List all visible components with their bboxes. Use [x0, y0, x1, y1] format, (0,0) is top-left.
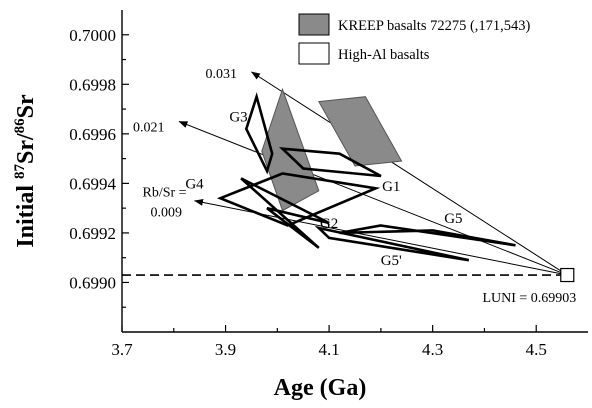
- x-tick-label: 3.7: [111, 340, 133, 359]
- evolution-line: [251, 71, 568, 276]
- y-tick-label: 0.6996: [69, 125, 116, 144]
- group-label: G5: [444, 211, 462, 227]
- x-tick-label: 3.9: [215, 340, 236, 359]
- group-label: G3: [229, 109, 247, 125]
- x-axis-title: Age (Ga): [274, 375, 367, 401]
- legend-label-kreep: KREEP basalts 72275 (,171,543): [338, 18, 531, 34]
- group-label: G1: [382, 179, 400, 195]
- group-outline: [216, 172, 381, 227]
- group-label: G2: [320, 216, 338, 232]
- legend-label-high-al: High-Al basalts: [338, 47, 430, 63]
- group-outline: [314, 225, 470, 262]
- evolution-label: 0.009: [150, 206, 182, 221]
- x-tick-label: 4.1: [318, 340, 339, 359]
- y-axis-title: Initial 87Sr/86Sr: [12, 94, 39, 248]
- y-tick-label: 0.6992: [69, 224, 116, 243]
- legend-swatch-kreep: [298, 13, 330, 36]
- y-tick-label: 0.6990: [69, 273, 116, 292]
- luni-label: LUNI = 0.69903: [482, 291, 576, 306]
- luni-point: [560, 267, 575, 283]
- x-tick-label: 4.3: [422, 340, 443, 359]
- kreep-field: [317, 96, 403, 167]
- y-tick-label: 0.6994: [69, 174, 116, 193]
- evolution-label: 0.021: [133, 120, 165, 135]
- evolution-line: [178, 120, 568, 276]
- group-outline: [244, 92, 274, 175]
- y-tick-label: 0.6998: [69, 75, 116, 94]
- group-label: G4: [185, 176, 204, 192]
- evolution-label: Rb/Sr =: [142, 186, 186, 201]
- y-tick-label: 0.7000: [69, 26, 116, 45]
- legend: KREEP basalts 72275 (,171,543) High-Al b…: [298, 13, 531, 65]
- group-label: G5': [381, 253, 402, 269]
- evolution-label: 0.031: [205, 67, 237, 82]
- group-outline: [339, 224, 516, 247]
- group-outline: [240, 177, 330, 249]
- legend-swatch-high-al: [298, 42, 330, 65]
- group-outline: [278, 147, 382, 178]
- x-tick-label: 4.5: [526, 340, 547, 359]
